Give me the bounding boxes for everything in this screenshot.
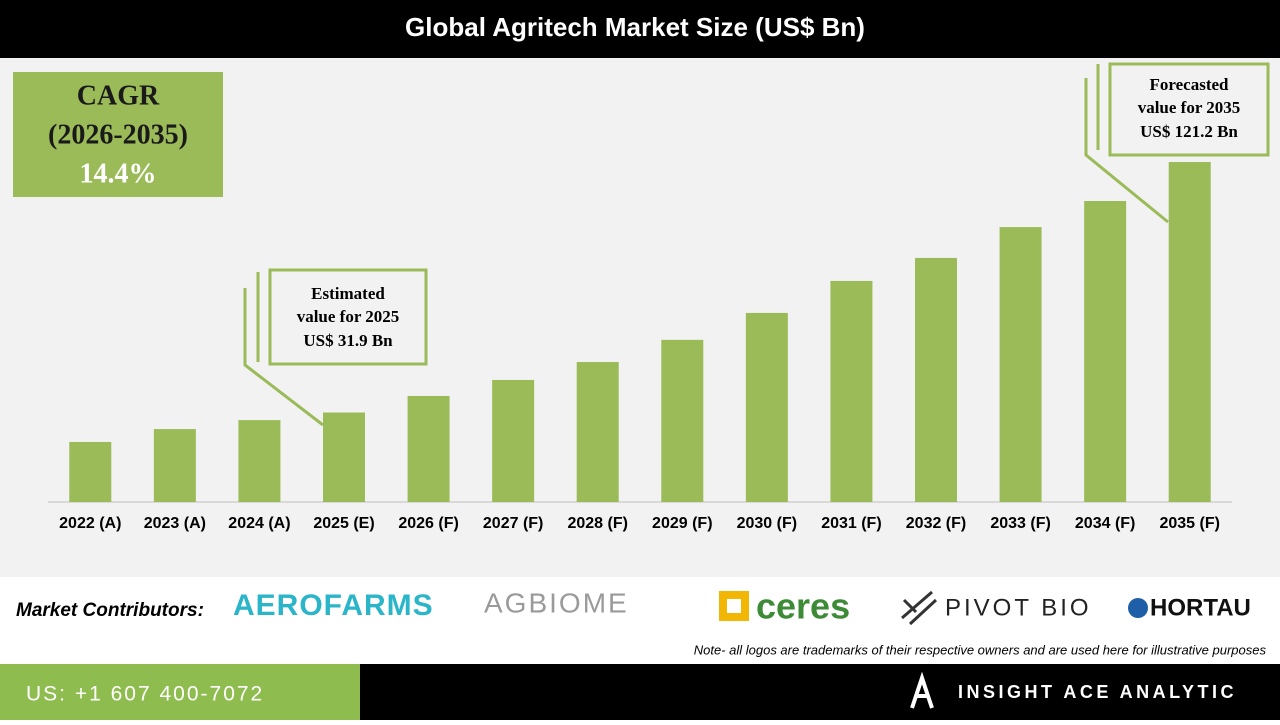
callouts [243, 62, 1270, 427]
logo: AGBIOME [484, 587, 629, 618]
callout-text: Forecasted [1150, 75, 1230, 94]
logo-icon [1128, 598, 1148, 618]
callout-text: value for 2035 [1138, 98, 1241, 117]
callout-text: value for 2025 [297, 307, 400, 326]
brand: INSIGHT ACE ANALYTIC [958, 682, 1237, 702]
bar [1168, 162, 1211, 502]
x-tick-label: 2033 (F) [990, 515, 1050, 532]
bar [915, 257, 957, 502]
bar [238, 420, 281, 502]
cagr-box [13, 72, 223, 197]
bar [661, 339, 704, 502]
x-tick-label: 2031 (F) [821, 515, 881, 532]
logo-icon [901, 590, 938, 626]
bar [999, 227, 1042, 502]
bar [323, 412, 365, 502]
contributors-area [0, 577, 1280, 663]
x-tick-label: 2032 (F) [906, 515, 966, 532]
bar [1084, 200, 1127, 502]
bar [830, 280, 873, 502]
logo: HORTAU [1150, 594, 1251, 621]
bar [153, 429, 196, 502]
x-tick-label: 2027 (F) [483, 515, 543, 532]
x-tick-label: 2026 (F) [398, 515, 458, 532]
cagr-period: (2026-2035) [48, 119, 188, 150]
bar [745, 312, 788, 502]
bar [492, 379, 535, 502]
callout-text: Estimated [311, 284, 385, 303]
x-tick-label: 2022 (A) [59, 515, 121, 532]
callout-box [1108, 62, 1270, 157]
x-tick-label: 2034 (F) [1075, 515, 1135, 532]
cagr-value: 14.4% [80, 158, 157, 189]
logo: PIVOT BIO [945, 594, 1092, 621]
logo-icon [727, 599, 741, 613]
callout-connector [1084, 78, 1169, 224]
x-tick-label: 2028 (F) [567, 515, 627, 532]
bar [576, 362, 619, 502]
brand-icon [910, 671, 934, 709]
phone-bar [0, 664, 360, 720]
bar [69, 441, 112, 502]
logo: AEROFARMS [233, 589, 434, 622]
bar [407, 395, 450, 502]
chart-title: Global Agritech Market Size (US$ Bn) [405, 12, 865, 42]
cagr-label: CAGR [77, 80, 160, 111]
x-tick-label: 2029 (F) [652, 515, 712, 532]
note: Note- all logos are trademarks of their … [694, 642, 1267, 657]
brand-bar [360, 664, 1280, 720]
x-tick-label: 2035 (F) [1159, 515, 1219, 532]
callout-text: US$ 31.9 Bn [303, 331, 393, 350]
callout-text: US$ 121.2 Bn [1140, 122, 1238, 141]
callout-box [268, 268, 428, 366]
logo: ceres [756, 586, 850, 627]
x-tick-label: 2024 (A) [228, 515, 290, 532]
title-bar [0, 0, 1280, 58]
contributors-label: Market Contributors: [16, 600, 204, 621]
x-tick-label: 2030 (F) [737, 515, 797, 532]
phone: US: +1 607 400-7072 [26, 683, 264, 706]
x-tick-label: 2025 (E) [313, 515, 374, 532]
x-tick-label: 2023 (A) [144, 515, 206, 532]
callout-connector [243, 288, 324, 427]
